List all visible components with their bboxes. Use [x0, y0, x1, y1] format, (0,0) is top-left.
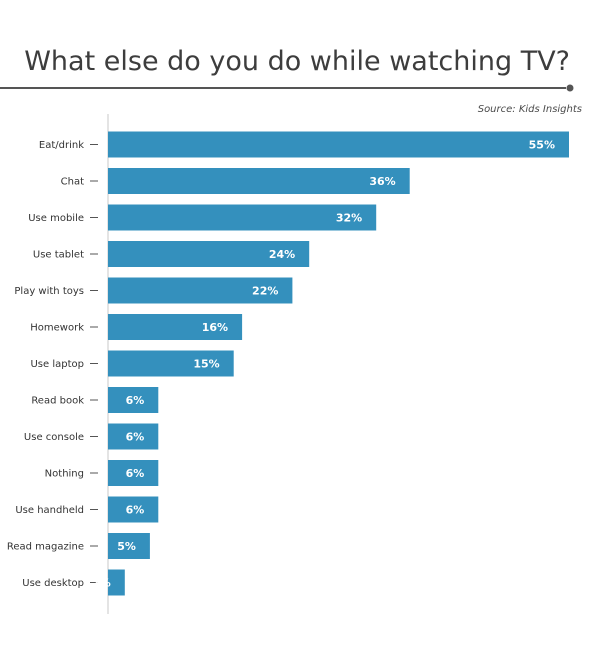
category-label: Read book [31, 396, 84, 407]
title-rule-endpoint [566, 84, 574, 92]
bar [108, 204, 377, 231]
value-label: 55% [529, 139, 555, 152]
bars-group: Eat/drink 55% Chat 36% Use mobile 32% Use tabl… [7, 131, 569, 596]
value-label: 5% [117, 540, 136, 553]
category-label: Eat/drink [39, 140, 84, 151]
value-label: 6% [126, 467, 145, 480]
value-label: 2% [92, 577, 111, 590]
bar [108, 241, 310, 267]
category-label: Use console [24, 432, 84, 443]
bar [108, 569, 125, 596]
bar [108, 131, 569, 158]
category-label: Use handheld [15, 505, 84, 516]
value-label: 24% [269, 248, 295, 261]
category-label: Use laptop [30, 359, 84, 370]
bar [108, 533, 150, 559]
bar [108, 423, 159, 450]
category-label: Use desktop [22, 578, 84, 589]
value-label: 36% [369, 175, 395, 188]
value-label: 16% [202, 321, 228, 334]
category-label: Nothing [45, 469, 84, 480]
bar [108, 496, 159, 523]
value-label: 32% [336, 212, 362, 225]
category-label: Play with toys [14, 286, 84, 297]
bar [108, 460, 159, 486]
chart-title: What else do you do while watching TV? [24, 46, 570, 77]
value-label: 22% [252, 285, 278, 298]
value-label: 6% [126, 431, 145, 444]
category-label: Chat [61, 177, 84, 188]
bar [108, 168, 410, 194]
bar [108, 314, 243, 340]
category-label: Read magazine [7, 542, 84, 553]
value-label: 15% [193, 358, 219, 371]
category-label: Use tablet [33, 250, 84, 261]
category-label: Use mobile [28, 213, 84, 224]
bar [108, 387, 159, 413]
source-note: Source: Kids Insights [478, 104, 582, 115]
bar [108, 277, 293, 304]
value-label: 6% [126, 504, 145, 517]
category-label: Homework [30, 323, 84, 334]
value-label: 6% [126, 394, 145, 407]
bar [108, 350, 234, 377]
